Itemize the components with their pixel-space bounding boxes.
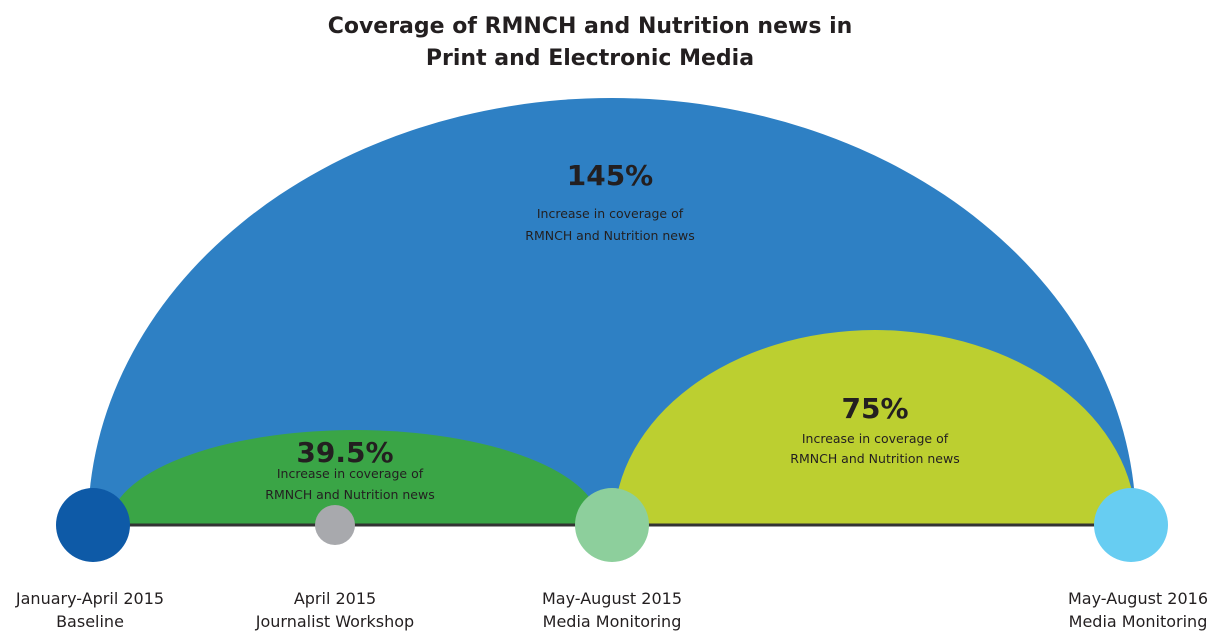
title: Print and Electronic Media bbox=[426, 46, 754, 71]
arc-caption: RMNCH and Nutrition news bbox=[265, 487, 434, 502]
timeline-dot bbox=[1094, 488, 1168, 562]
timeline-event: Baseline bbox=[56, 612, 124, 631]
timeline-period: May-August 2016 bbox=[1068, 589, 1208, 608]
arc-caption: Increase in coverage of bbox=[277, 466, 424, 481]
timeline-period: April 2015 bbox=[294, 589, 376, 608]
timeline-event: Media Monitoring bbox=[543, 612, 682, 631]
timeline-dot bbox=[56, 488, 130, 562]
timeline-period: January-April 2015 bbox=[15, 589, 164, 608]
timeline-event: Media Monitoring bbox=[1069, 612, 1208, 631]
timeline-event: Journalist Workshop bbox=[255, 612, 414, 631]
arc-small bbox=[110, 430, 600, 525]
arc-caption: Increase in coverage of bbox=[537, 206, 684, 221]
timeline-dot bbox=[575, 488, 649, 562]
arc-medium bbox=[614, 330, 1136, 525]
arc-caption: RMNCH and Nutrition news bbox=[525, 228, 694, 243]
title: Coverage of RMNCH and Nutrition news in bbox=[328, 14, 853, 39]
timeline-period: May-August 2015 bbox=[542, 589, 682, 608]
timeline-dot bbox=[315, 505, 355, 545]
arc-label: 145% bbox=[567, 159, 654, 192]
arc-caption: RMNCH and Nutrition news bbox=[790, 451, 959, 466]
arc-label: 39.5% bbox=[296, 436, 393, 469]
arc-label: 75% bbox=[841, 392, 908, 425]
arc-caption: Increase in coverage of bbox=[802, 431, 949, 446]
